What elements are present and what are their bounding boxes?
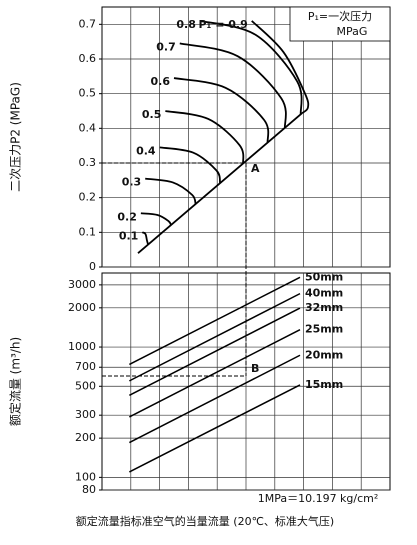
- series-label: 0.1: [119, 229, 139, 242]
- series-label: 0.2: [117, 210, 137, 223]
- series-line: [129, 384, 301, 473]
- y-tick-label: 0.1: [79, 225, 97, 238]
- series-label: 32mm: [305, 301, 343, 314]
- y-tick-label: 500: [75, 379, 96, 392]
- series-label: 20mm: [305, 348, 343, 361]
- y-tick-label: 1000: [68, 340, 96, 353]
- series-line: [173, 77, 270, 143]
- legend-note: P₁=一次压力: [308, 9, 372, 23]
- series-line: [129, 328, 301, 418]
- annotation-label: A: [251, 162, 260, 175]
- series-line: [129, 354, 301, 444]
- annotation-label: B: [251, 362, 259, 375]
- caption: 额定流量指标准空气的当量流量 (20℃、标准大气压): [76, 514, 334, 528]
- series-line: [129, 292, 301, 382]
- y-tick-label: 0.3: [79, 156, 97, 169]
- series-line: [129, 276, 301, 366]
- series-line: [140, 212, 172, 226]
- y-tick-label: 200: [75, 431, 96, 444]
- footnote: 1MPa＝10.197 kg/cm²: [258, 492, 379, 505]
- series-line: [199, 19, 303, 115]
- y-tick-label: 0.7: [79, 17, 97, 30]
- series-label: 0.4: [136, 144, 156, 157]
- y-tick-label: 0.4: [79, 121, 97, 134]
- y-axis-title: 二次压力P2 (MPaG): [9, 82, 23, 192]
- series-line: [145, 177, 197, 205]
- y-tick-label: 80: [82, 483, 96, 496]
- series-line: [251, 20, 310, 114]
- series-line: [141, 231, 149, 245]
- legend-note: MPaG: [337, 25, 368, 38]
- series-label: 40mm: [305, 287, 343, 300]
- series-line: [137, 112, 303, 254]
- y-tick-label: 3000: [68, 278, 96, 291]
- y-tick-label: 0.2: [79, 191, 97, 204]
- y-tick-label: 0.6: [79, 52, 97, 65]
- series-label: 15mm: [305, 378, 343, 391]
- y-axis-title: 额定流量 (m³/h): [8, 337, 23, 426]
- series-line: [179, 42, 287, 129]
- series-label: 0.3: [122, 176, 142, 189]
- y-tick-label: 100: [75, 470, 96, 483]
- series-label: 0.6: [151, 75, 171, 88]
- series-label: 0.5: [142, 108, 162, 121]
- series-label: P₁ = 0.9: [199, 18, 248, 31]
- series-line: [165, 110, 245, 164]
- series-label: 25mm: [305, 323, 343, 336]
- y-tick-label: 300: [75, 408, 96, 421]
- y-tick-label: 2000: [68, 301, 96, 314]
- series-label: 50mm: [305, 270, 343, 283]
- series-line: [129, 307, 301, 397]
- series-label: 0.8: [176, 18, 196, 31]
- series-label: 0.7: [156, 40, 176, 53]
- series-line: [159, 146, 221, 184]
- y-tick-label: 0.5: [79, 87, 97, 100]
- legend-box: [289, 6, 391, 42]
- y-tick-label: 700: [75, 360, 96, 373]
- y-tick-label: 0: [89, 260, 96, 273]
